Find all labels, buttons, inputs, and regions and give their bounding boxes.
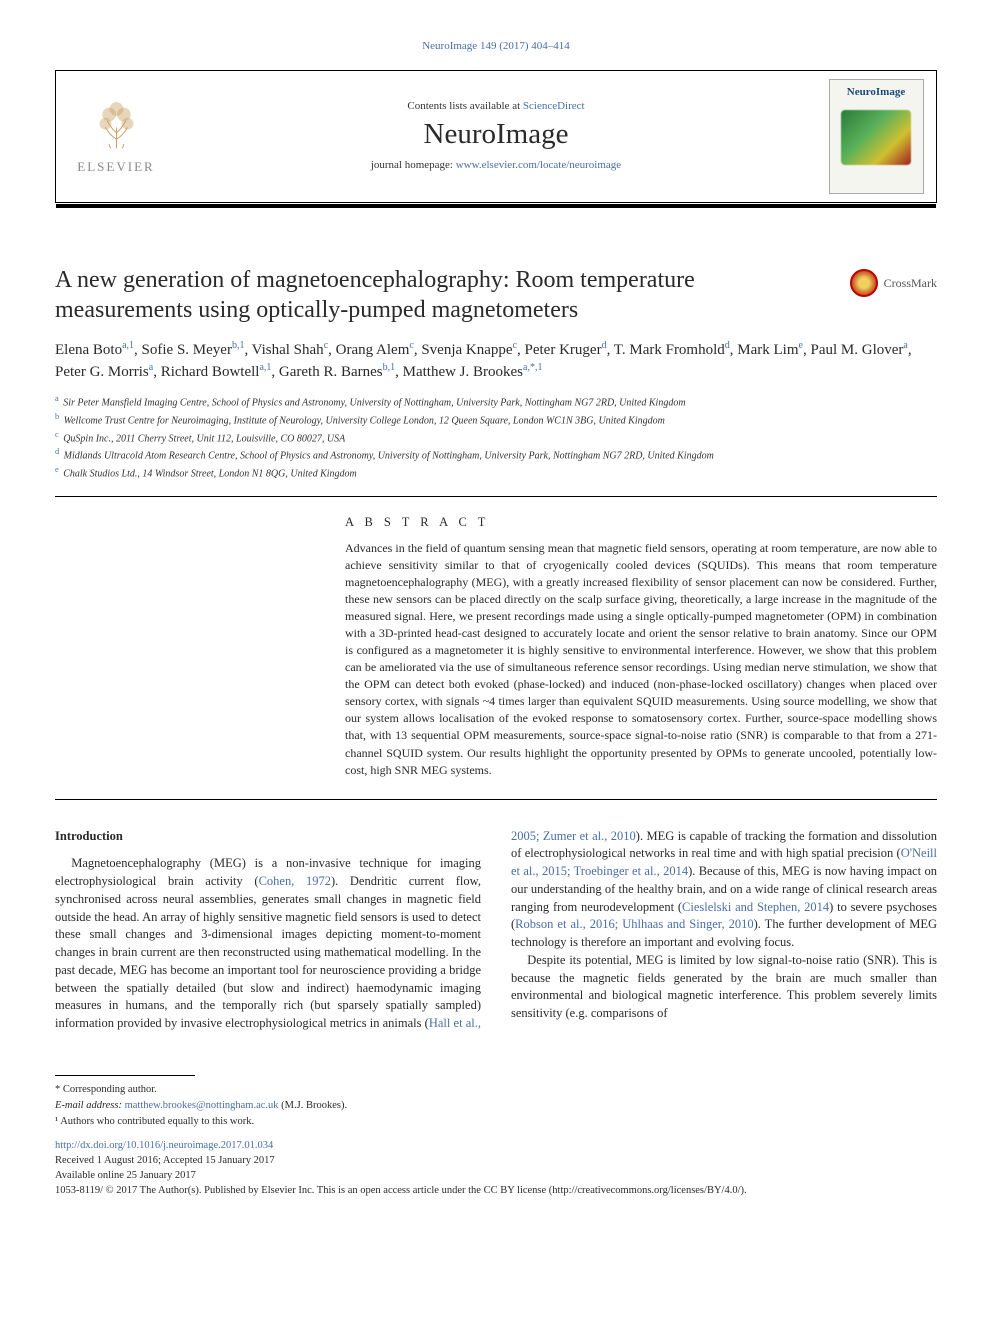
abstract-heading: A B S T R A C T [345,515,937,530]
crossmark-icon [850,269,878,297]
copyright-line: 1053-8119/ © 2017 The Author(s). Publish… [55,1184,937,1199]
abstract-body: Advances in the field of quantum sensing… [345,540,937,778]
affiliations: a Sir Peter Mansfield Imaging Centre, Sc… [55,393,937,482]
footnotes: * Corresponding author. E-mail address: … [55,1082,937,1130]
divider [55,799,937,800]
publisher-name: ELSEVIER [77,159,154,175]
equal-contribution-note: ¹ Authors who contributed equally to thi… [55,1114,937,1129]
masthead: ELSEVIER Contents lists available at Sci… [55,70,937,203]
journal-homepage-link[interactable]: www.elsevier.com/locate/neuroimage [456,159,621,171]
elsevier-tree-icon [89,98,144,153]
email-note: E-mail address: matthew.brookes@nottingh… [55,1098,937,1113]
doi-block: http://dx.doi.org/10.1016/j.neuroimage.2… [55,1139,937,1198]
publisher-logo: ELSEVIER [56,86,176,187]
citation: Robson et al., 2016; Uhlhaas and Singer,… [515,917,753,931]
body-columns: Introduction Magnetoencephalography (MEG… [55,828,937,1033]
article-dates: Received 1 August 2016; Accepted 15 Janu… [55,1154,937,1169]
corresponding-author-note: * Corresponding author. [55,1082,937,1097]
article-title: A new generation of magnetoencephalograp… [55,265,775,325]
authors: Elena Botoa,1, Sofie S. Meyerb,1, Vishal… [55,339,937,383]
email-link[interactable]: matthew.brookes@nottingham.ac.uk [125,1100,279,1111]
doi-link[interactable]: http://dx.doi.org/10.1016/j.neuroimage.2… [55,1140,273,1151]
cover-title: NeuroImage [847,86,905,98]
body-paragraph: Despite its potential, MEG is limited by… [511,952,937,1023]
contents-line: Contents lists available at ScienceDirec… [176,100,816,112]
cover-image-icon [841,110,911,165]
section-heading-introduction: Introduction [55,828,481,846]
online-date: Available online 25 January 2017 [55,1169,937,1184]
homepage-line: journal homepage: www.elsevier.com/locat… [176,159,816,171]
crossmark-badge[interactable]: CrossMark [850,269,937,297]
crossmark-label: CrossMark [884,276,937,291]
divider [55,496,937,497]
citation: Cohen, 1972 [259,874,331,888]
citation: Cieslelski and Stephen, 2014 [682,900,829,914]
journal-cover: NeuroImage [816,71,936,202]
journal-name: NeuroImage [176,118,816,151]
citation-header: NeuroImage 149 (2017) 404–414 [55,40,937,52]
footnote-divider [55,1075,195,1076]
sciencedirect-link[interactable]: ScienceDirect [523,100,585,112]
